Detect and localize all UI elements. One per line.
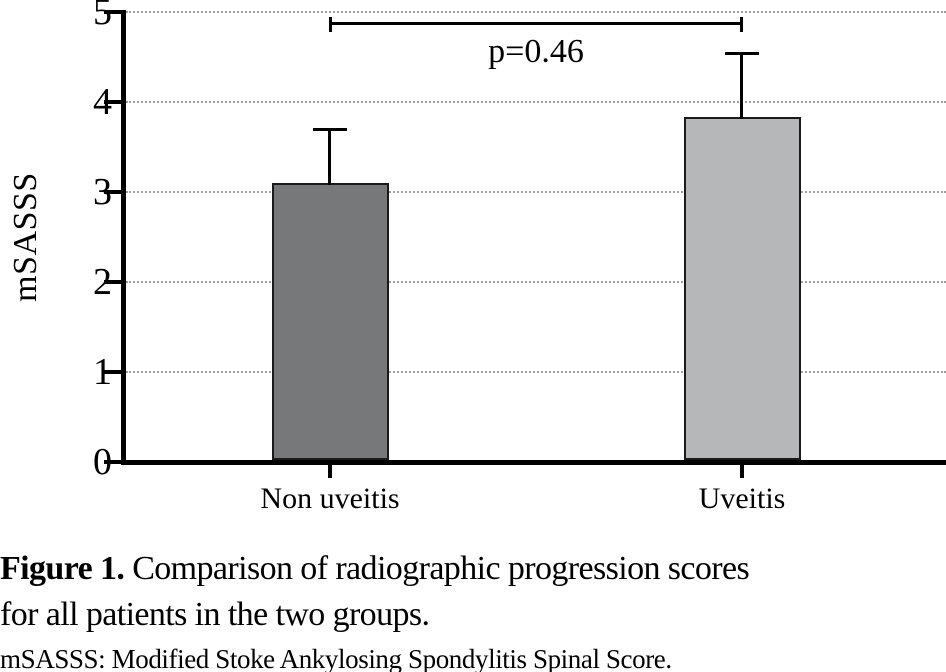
- gridline-4: [126, 101, 946, 103]
- x-tick-0: [328, 464, 332, 478]
- y-axis-line: [121, 10, 126, 465]
- y-tick-label-4: 4: [93, 81, 112, 123]
- y-tick-label-1: 1: [93, 351, 112, 393]
- x-axis-line: [121, 460, 946, 465]
- gridline-1: [126, 371, 946, 373]
- caption-line1: Comparison of radiographic progression s…: [124, 550, 750, 587]
- y-tick-label-5: 5: [93, 0, 112, 33]
- gridline-2: [126, 281, 946, 283]
- p-value-label: p=0.46: [488, 33, 584, 70]
- error-bar-cap-1: [725, 52, 759, 55]
- bracket-end-right: [740, 17, 743, 32]
- y-tick-2: [104, 280, 121, 284]
- y-tick-5: [104, 10, 121, 14]
- caption-line2: for all patients in the two groups.: [0, 596, 430, 633]
- error-bar-line-1: [740, 53, 743, 119]
- y-tick-4: [104, 100, 121, 104]
- caption-footnote: mSASSS: Modified Stoke Ankylosing Spondy…: [0, 644, 672, 672]
- gridline-3: [126, 191, 946, 193]
- bracket-end-left: [329, 17, 332, 32]
- y-tick-1: [104, 370, 121, 374]
- bar-uveitis: [683, 117, 801, 460]
- error-bar-cap-0: [313, 128, 347, 131]
- error-bar-line-0: [328, 129, 331, 185]
- caption-figure-label: Figure 1.: [0, 550, 125, 587]
- x-axis-label-1: Uveitis: [698, 482, 786, 515]
- y-tick-0: [104, 460, 121, 464]
- y-axis-title: mSASSS: [7, 172, 44, 302]
- gridline-5: [126, 11, 946, 13]
- y-tick-label-0: 0: [93, 441, 112, 483]
- significance-bracket: [330, 22, 742, 25]
- y-tick-label-3: 3: [93, 171, 112, 213]
- caption-text: Figure 1. Comparison of radiographic pro…: [0, 546, 946, 638]
- y-tick-3: [104, 190, 121, 194]
- y-tick-label-2: 2: [93, 261, 112, 303]
- x-axis-label-0: Non uveitis: [260, 482, 400, 515]
- bar-non-uveitis: [271, 183, 389, 460]
- figure-caption: Figure 1. Comparison of radiographic pro…: [0, 546, 946, 672]
- x-tick-1: [740, 464, 744, 478]
